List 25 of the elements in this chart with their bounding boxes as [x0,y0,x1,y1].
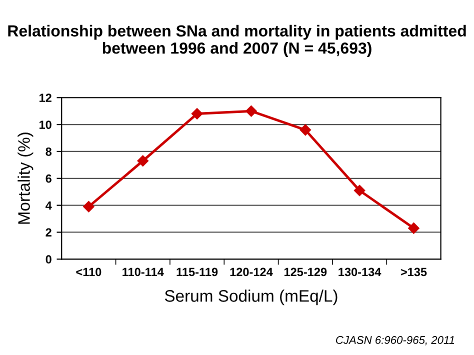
x-tick-label: 110-114 [122,268,164,276]
y-tick-label: 6 [46,174,52,183]
point [83,201,94,212]
x-tick-label: 115-119 [176,268,218,276]
y-tick-label: 0 [46,255,52,264]
y-axis-title: Mortality (%) [18,132,34,224]
point [246,105,257,117]
chart-title: Relationship between SNa and mortality in patients admitted between 1996 and 2007 (N = 45,693) [8,24,466,57]
x-axis-title: Serum Sodium (mEq/L) [164,290,338,306]
x-tick-label: >135 [400,268,427,276]
x-tick-label: 130-134 [338,268,382,276]
y-tick-label: 10 [40,120,52,129]
y-tick-label: 12 [40,94,52,102]
point [408,222,420,234]
y-tick-label: 4 [46,201,52,210]
point [137,155,148,166]
point [354,184,366,196]
x-tick-label: 125-129 [284,268,327,276]
text: CJASN 6:960-965, 2011 [336,336,454,346]
x-tick-label: <110 [76,268,102,276]
point [191,108,203,120]
point [300,124,311,136]
y-tick-label: 2 [46,228,52,237]
y-tick-label: 8 [46,148,52,156]
x-tick-label: 120-124 [230,268,273,276]
